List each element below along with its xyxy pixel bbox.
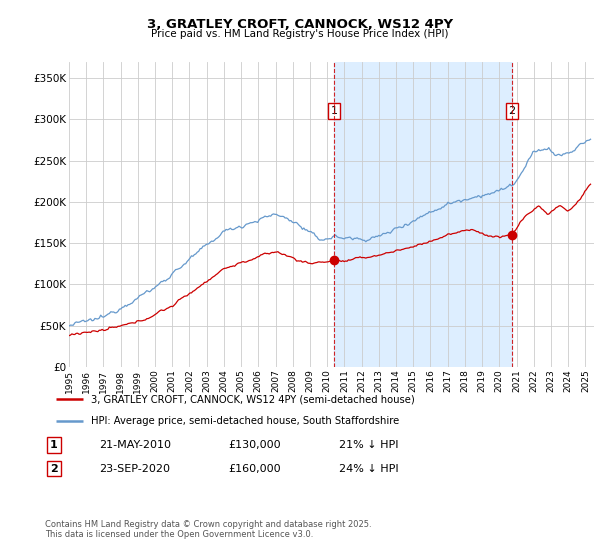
Text: 2: 2	[50, 464, 58, 474]
Text: 21-MAY-2010: 21-MAY-2010	[99, 440, 171, 450]
Bar	[334, 62, 512, 367]
Text: 1: 1	[331, 106, 337, 116]
Text: 2: 2	[508, 106, 515, 116]
Text: 23-SEP-2020: 23-SEP-2020	[99, 464, 170, 474]
Text: Contains HM Land Registry data © Crown copyright and database right 2025.
This d: Contains HM Land Registry data © Crown c…	[45, 520, 371, 539]
Text: £160,000: £160,000	[228, 464, 281, 474]
Text: 3, GRATLEY CROFT, CANNOCK, WS12 4PY: 3, GRATLEY CROFT, CANNOCK, WS12 4PY	[147, 18, 453, 31]
Text: 24% ↓ HPI: 24% ↓ HPI	[339, 464, 398, 474]
Text: 3, GRATLEY CROFT, CANNOCK, WS12 4PY (semi-detached house): 3, GRATLEY CROFT, CANNOCK, WS12 4PY (sem…	[91, 394, 415, 404]
Text: HPI: Average price, semi-detached house, South Staffordshire: HPI: Average price, semi-detached house,…	[91, 416, 400, 426]
Text: 1: 1	[50, 440, 58, 450]
Text: Price paid vs. HM Land Registry's House Price Index (HPI): Price paid vs. HM Land Registry's House …	[151, 29, 449, 39]
Text: £130,000: £130,000	[228, 440, 281, 450]
Text: 21% ↓ HPI: 21% ↓ HPI	[339, 440, 398, 450]
